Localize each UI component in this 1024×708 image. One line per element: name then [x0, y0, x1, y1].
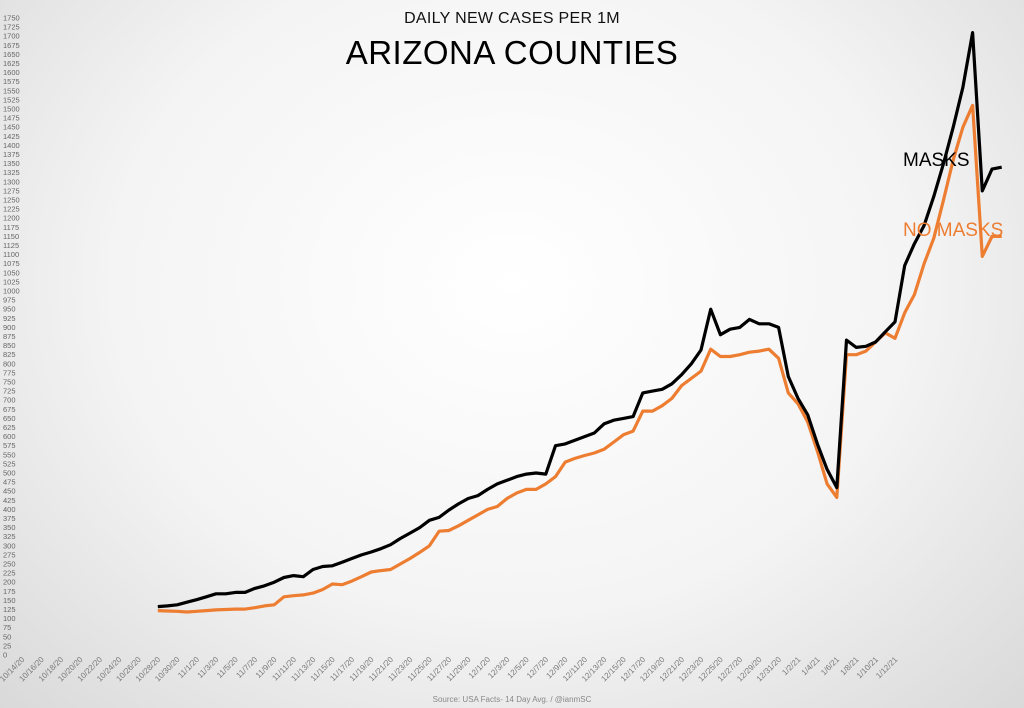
y-tick-label: 800	[3, 359, 16, 368]
y-tick-label: 825	[3, 350, 16, 359]
y-tick-label: 1075	[3, 259, 20, 268]
y-tick-label: 1425	[3, 132, 20, 141]
y-tick-label: 75	[3, 623, 11, 632]
y-tick-label: 750	[3, 378, 16, 387]
y-tick-label: 175	[3, 587, 16, 596]
y-tick-label: 1250	[3, 196, 20, 205]
y-tick-label: 0	[3, 651, 7, 660]
y-tick-label: 1525	[3, 95, 20, 104]
x-axis: 10/14/2010/16/2010/18/2010/20/2010/22/20…	[0, 655, 900, 684]
y-tick-label: 500	[3, 469, 16, 478]
y-tick-label: 1700	[3, 32, 20, 41]
y-tick-label: 1050	[3, 268, 20, 277]
y-tick-label: 450	[3, 487, 16, 496]
y-tick-label: 850	[3, 341, 16, 350]
y-tick-label: 900	[3, 323, 16, 332]
y-tick-label: 225	[3, 569, 16, 578]
y-tick-label: 1450	[3, 123, 20, 132]
y-tick-label: 1650	[3, 50, 20, 59]
series-lines	[157, 30, 1003, 614]
y-tick-label: 1400	[3, 141, 20, 150]
y-tick-label: 275	[3, 550, 16, 559]
y-tick-label: 1500	[3, 105, 20, 114]
y-tick-label: 250	[3, 560, 16, 569]
y-tick-label: 975	[3, 296, 16, 305]
chart-subtitle: DAILY NEW CASES PER 1M	[404, 10, 620, 27]
y-tick-label: 950	[3, 305, 16, 314]
source-note: Source: USA Facts- 14 Day Avg. / @ianmSC	[432, 695, 592, 704]
y-tick-label: 1675	[3, 41, 20, 50]
y-tick-label: 425	[3, 496, 16, 505]
y-tick-label: 1600	[3, 68, 20, 77]
y-tick-label: 725	[3, 387, 16, 396]
y-tick-label: 200	[3, 578, 16, 587]
x-tick-label: 1/12/21	[874, 655, 900, 681]
y-tick-label: 325	[3, 532, 16, 541]
y-tick-label: 1750	[3, 14, 20, 23]
y-tick-label: 1200	[3, 214, 20, 223]
y-tick-label: 50	[3, 632, 11, 641]
y-axis: 0255075100125150175200225250275300325350…	[3, 14, 20, 660]
y-tick-label: 675	[3, 405, 16, 414]
y-tick-label: 1575	[3, 77, 20, 86]
y-tick-label: 300	[3, 541, 16, 550]
y-tick-label: 650	[3, 414, 16, 423]
y-tick-label: 350	[3, 523, 16, 532]
y-tick-label: 625	[3, 423, 16, 432]
series-line-masks	[157, 30, 1003, 609]
y-tick-label: 525	[3, 459, 16, 468]
series-line-no-masks	[157, 103, 1002, 614]
y-tick-label: 1475	[3, 114, 20, 123]
y-tick-label: 1000	[3, 287, 20, 296]
y-tick-label: 1325	[3, 168, 20, 177]
x-tick-label: 1/6/21	[819, 655, 841, 677]
y-tick-label: 1100	[3, 250, 19, 259]
y-tick-label: 775	[3, 368, 16, 377]
y-tick-label: 1550	[3, 86, 20, 95]
y-tick-label: 1225	[3, 205, 20, 214]
y-tick-label: 1725	[3, 23, 20, 32]
y-tick-label: 150	[3, 596, 16, 605]
y-tick-label: 1175	[3, 223, 19, 232]
y-tick-label: 1350	[3, 159, 20, 168]
legend-label-masks: MASKS	[903, 150, 970, 171]
y-tick-label: 600	[3, 432, 16, 441]
chart-title: ARIZONA COUNTIES	[345, 34, 679, 71]
y-tick-label: 1625	[3, 59, 20, 68]
y-tick-label: 1300	[3, 177, 20, 186]
y-tick-label: 25	[3, 641, 11, 650]
legend-label-no-masks: NO MASKS	[903, 220, 1004, 241]
x-tick-label: 1/4/21	[800, 655, 822, 677]
y-tick-label: 1375	[3, 150, 20, 159]
x-tick-label: 1/2/21	[780, 655, 802, 677]
y-tick-label: 550	[3, 450, 16, 459]
y-tick-label: 1025	[3, 277, 20, 286]
y-tick-label: 375	[3, 514, 16, 523]
y-tick-label: 925	[3, 314, 16, 323]
y-tick-label: 875	[3, 332, 16, 341]
y-tick-label: 125	[3, 605, 16, 614]
y-tick-label: 1150	[3, 232, 19, 241]
y-tick-label: 575	[3, 441, 16, 450]
y-tick-label: 100	[3, 614, 16, 623]
y-tick-label: 1125	[3, 241, 19, 250]
y-tick-label: 400	[3, 505, 16, 514]
y-tick-label: 700	[3, 396, 16, 405]
y-tick-label: 475	[3, 478, 16, 487]
y-tick-label: 1275	[3, 186, 20, 195]
